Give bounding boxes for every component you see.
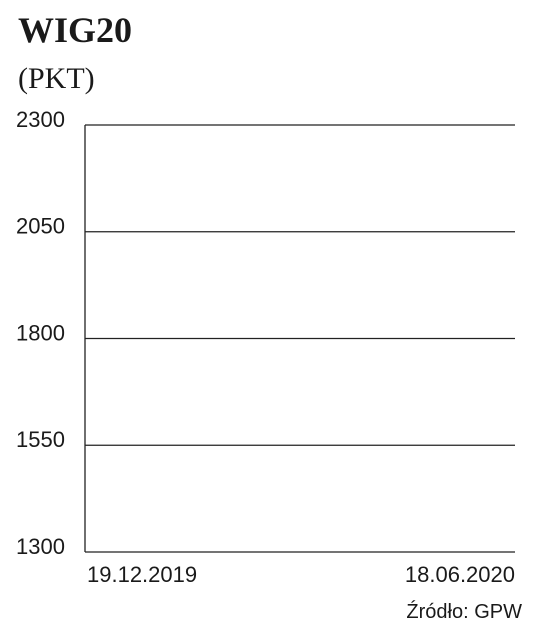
chart-subtitle: (PKT) [18, 62, 95, 95]
y-tick-label: 1800 [16, 320, 65, 345]
y-tick-label: 1300 [16, 534, 65, 559]
x-tick-label: 18.06.2020 [405, 562, 515, 587]
y-tick-label: 1550 [16, 427, 65, 452]
source: Źródło: GPW [406, 600, 522, 623]
y-tick-label: 2050 [16, 214, 65, 239]
x-tick-label: 19.12.2019 [87, 562, 197, 587]
y-tick-label: 2300 [16, 107, 65, 132]
chart-title: WIG20 [18, 10, 132, 50]
